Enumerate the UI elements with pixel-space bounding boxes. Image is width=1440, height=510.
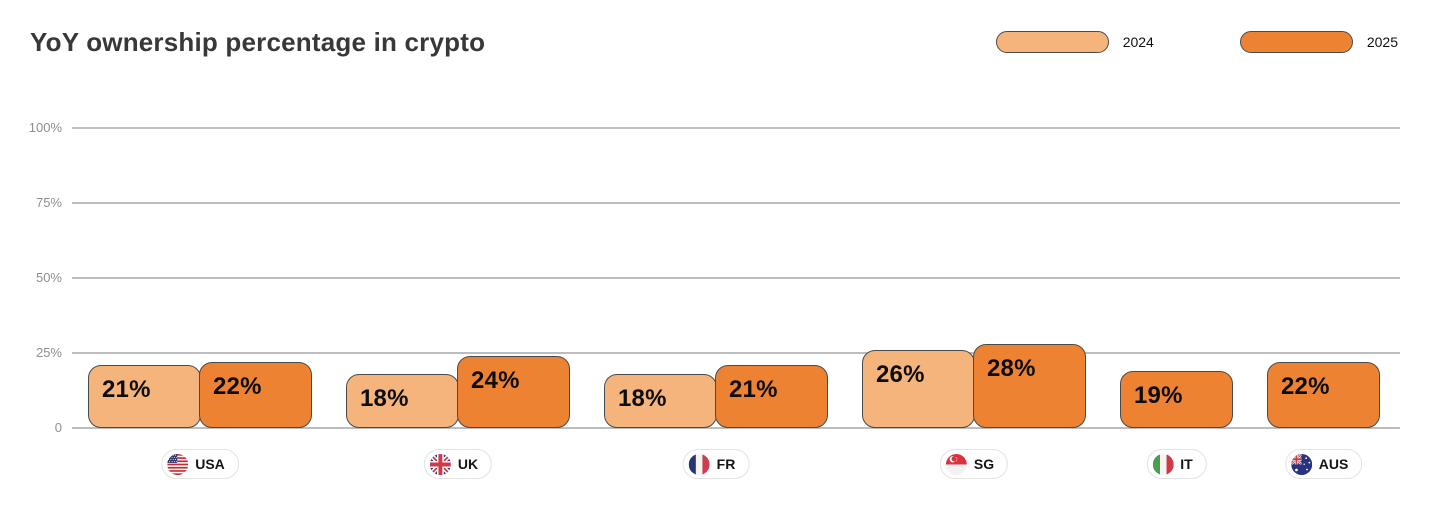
singapore-flag (945, 453, 967, 475)
bar-value-label: 18% (618, 385, 667, 412)
bar-2024-sg[interactable]: 26% (862, 350, 975, 428)
australia-flag (1290, 453, 1312, 475)
category-label: IT (1180, 456, 1193, 472)
bar-2025-fr[interactable]: 21% (715, 365, 828, 428)
group-it: 19% IT (1120, 371, 1233, 479)
y-axis-tick-0: 0 (54, 420, 62, 435)
category-pill-sg: SG (939, 449, 1009, 479)
group-fr: 18% 21% FR (604, 365, 828, 479)
bar-value-label: 22% (213, 373, 262, 400)
france-flag (688, 453, 710, 475)
category-label: AUS (1318, 456, 1349, 472)
category-pill-it: IT (1146, 449, 1207, 479)
category-pill-uk: UK (423, 449, 493, 479)
y-axis-tick-50%: 50% (35, 270, 62, 285)
legend-swatch-2025 (1239, 31, 1353, 53)
bar-2025-usa[interactable]: 22% (199, 362, 312, 428)
bar-2024-usa[interactable]: 21% (88, 365, 201, 428)
y-axis-tick-100%: 100% (28, 120, 62, 135)
legend-label-2024: 2024 (1122, 34, 1154, 50)
group-aus: 22% AUS (1267, 362, 1380, 479)
category-label: SG (973, 456, 995, 472)
bar-2025-uk[interactable]: 24% (457, 356, 570, 428)
gridline-50% (72, 277, 1400, 279)
bar-value-label: 21% (102, 376, 151, 403)
bar-value-label: 18% (360, 385, 409, 412)
gridline-25% (72, 352, 1400, 354)
category-pill-fr: FR (682, 449, 750, 479)
bar-2025-it[interactable]: 19% (1120, 371, 1233, 428)
category-pill-aus: AUS (1284, 449, 1363, 479)
group-sg: 26% 28% SG (862, 344, 1086, 479)
bar-value-label: 26% (876, 361, 925, 388)
category-label: USA (195, 456, 225, 472)
legend-item-2024[interactable]: 2024 (995, 31, 1154, 53)
group-uk: 18% 24% UK (346, 356, 570, 479)
category-label: FR (716, 456, 736, 472)
uk-flag (429, 453, 451, 475)
legend-item-2025[interactable]: 2025 (1239, 31, 1398, 53)
bar-value-label: 22% (1281, 373, 1330, 400)
category-label: UK (457, 456, 479, 472)
legend-swatch-2024 (995, 31, 1109, 53)
usa-flag (167, 453, 189, 475)
bar-2024-uk[interactable]: 18% (346, 374, 459, 428)
category-pill-usa: USA (161, 449, 239, 479)
bar-value-label: 24% (471, 367, 520, 394)
group-usa: 21% 22% USA (88, 362, 312, 479)
italy-flag (1152, 453, 1174, 475)
bar-2024-fr[interactable]: 18% (604, 374, 717, 428)
y-axis-tick-25%: 25% (35, 345, 62, 360)
legend: 2024 2025 (995, 31, 1398, 53)
bar-2025-aus[interactable]: 22% (1267, 362, 1380, 428)
gridline-75% (72, 202, 1400, 204)
bar-value-label: 19% (1134, 382, 1183, 409)
gridline-100% (72, 127, 1400, 129)
bar-value-label: 28% (987, 355, 1036, 382)
bar-2025-sg[interactable]: 28% (973, 344, 1086, 428)
chart-title: YoY ownership percentage in crypto (30, 27, 486, 57)
legend-label-2025: 2025 (1366, 34, 1398, 50)
bar-groups: 21% 22% USA 18% 24% UK 18% 21% FR 26% 28% SG 19% IT 22… (88, 128, 1380, 479)
y-axis-tick-75%: 75% (35, 195, 62, 210)
bar-value-label: 21% (729, 376, 778, 403)
